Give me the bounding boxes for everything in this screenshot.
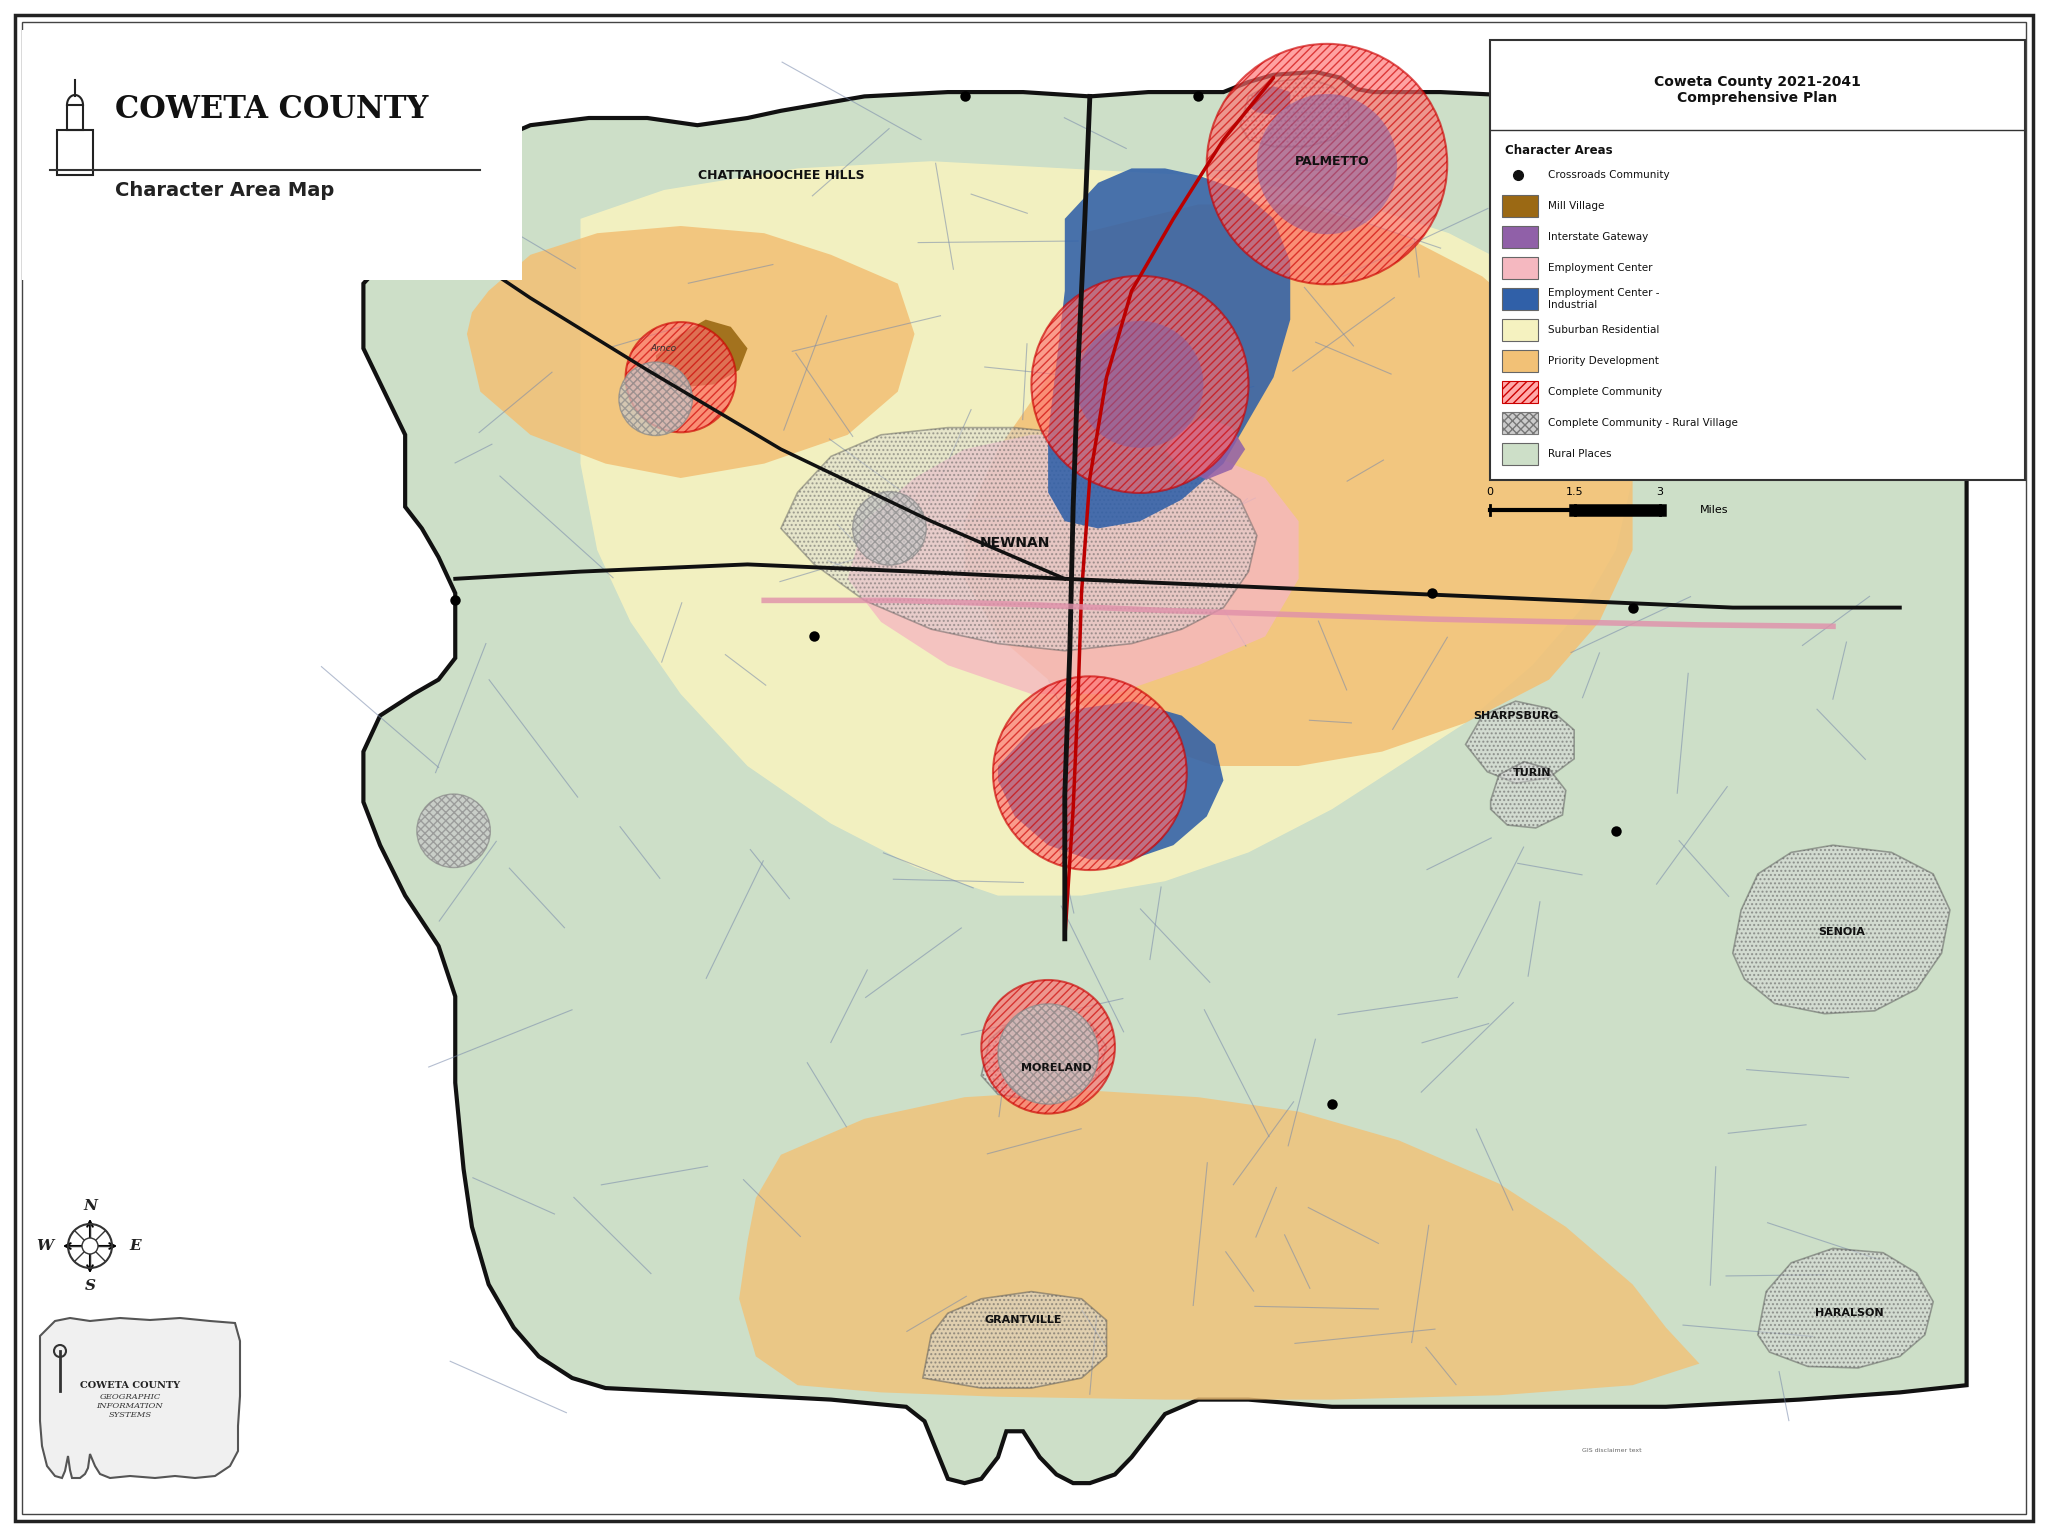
Text: S: S xyxy=(84,1279,96,1293)
Text: Complete Community - Rural Village: Complete Community - Rural Village xyxy=(1548,418,1739,429)
Polygon shape xyxy=(362,72,1966,1484)
Bar xyxy=(23,31,522,280)
Bar xyxy=(1501,442,1538,465)
Polygon shape xyxy=(848,435,1298,694)
Bar xyxy=(57,131,92,175)
Bar xyxy=(1501,412,1538,435)
Text: Arnco: Arnco xyxy=(651,344,678,353)
Polygon shape xyxy=(1491,762,1567,828)
Polygon shape xyxy=(965,204,1632,766)
Text: Employment Center: Employment Center xyxy=(1548,263,1653,273)
Text: Suburban Residential: Suburban Residential xyxy=(1548,326,1659,335)
Text: Interstate Gateway: Interstate Gateway xyxy=(1548,232,1649,243)
Polygon shape xyxy=(422,212,506,276)
Polygon shape xyxy=(467,226,915,478)
Text: Miles: Miles xyxy=(1700,505,1729,515)
Text: Complete Community: Complete Community xyxy=(1548,387,1663,396)
Text: COWETA COUNTY: COWETA COUNTY xyxy=(115,95,428,126)
Polygon shape xyxy=(981,1011,1106,1100)
Text: PALMETTO: PALMETTO xyxy=(1294,155,1370,167)
Polygon shape xyxy=(997,702,1223,860)
Bar xyxy=(1501,289,1538,310)
Circle shape xyxy=(1206,45,1448,284)
Polygon shape xyxy=(1733,845,1950,1014)
Text: Character Area Map: Character Area Map xyxy=(115,181,334,200)
Bar xyxy=(1501,319,1538,341)
Polygon shape xyxy=(580,161,1632,895)
Bar xyxy=(1501,350,1538,372)
Polygon shape xyxy=(1249,86,1290,115)
Text: MORELAND: MORELAND xyxy=(1022,1063,1092,1074)
Text: TURIN: TURIN xyxy=(1513,768,1552,779)
Text: Coweta County 2021-2041
Comprehensive Plan: Coweta County 2021-2041 Comprehensive Pl… xyxy=(1655,75,1862,104)
Bar xyxy=(1491,40,2025,479)
Circle shape xyxy=(618,362,692,436)
Polygon shape xyxy=(1241,78,1350,147)
Bar xyxy=(1501,226,1538,247)
Text: 3: 3 xyxy=(1657,487,1663,498)
Polygon shape xyxy=(1757,1249,1933,1369)
Text: Employment Center -
Industrial: Employment Center - Industrial xyxy=(1548,289,1659,310)
Text: Priority Development: Priority Development xyxy=(1548,356,1659,366)
Text: GEOGRAPHIC
INFORMATION
SYSTEMS: GEOGRAPHIC INFORMATION SYSTEMS xyxy=(96,1393,164,1419)
Text: Character Areas: Character Areas xyxy=(1505,143,1612,157)
Circle shape xyxy=(997,1005,1098,1104)
Polygon shape xyxy=(924,1292,1106,1389)
Circle shape xyxy=(625,323,735,432)
Text: 1.5: 1.5 xyxy=(1567,487,1583,498)
Text: W: W xyxy=(37,1240,53,1253)
Circle shape xyxy=(981,980,1114,1114)
Circle shape xyxy=(993,676,1186,869)
Text: GIS disclaimer text: GIS disclaimer text xyxy=(1583,1447,1642,1453)
Text: Crossroads Community: Crossroads Community xyxy=(1548,170,1669,180)
Circle shape xyxy=(1032,276,1249,493)
Text: CHATTAHOOCHEE HILLS: CHATTAHOOCHEE HILLS xyxy=(698,169,864,183)
Text: HARALSON: HARALSON xyxy=(1815,1309,1884,1318)
Circle shape xyxy=(418,794,489,868)
Bar xyxy=(1501,195,1538,217)
Text: SENOIA: SENOIA xyxy=(1819,926,1866,937)
Text: E: E xyxy=(129,1240,141,1253)
Polygon shape xyxy=(739,1091,1700,1399)
Bar xyxy=(68,104,84,131)
Text: Rural Places: Rural Places xyxy=(1548,449,1612,459)
Polygon shape xyxy=(780,427,1257,651)
Circle shape xyxy=(1077,321,1204,449)
Circle shape xyxy=(852,492,926,565)
Text: N: N xyxy=(84,1200,96,1213)
Text: 0: 0 xyxy=(1487,487,1493,498)
Polygon shape xyxy=(1466,702,1575,783)
Text: COWETA COUNTY: COWETA COUNTY xyxy=(80,1381,180,1390)
Polygon shape xyxy=(655,319,748,387)
Bar xyxy=(1501,381,1538,402)
Text: GRANTVILLE: GRANTVILLE xyxy=(985,1315,1061,1326)
Bar xyxy=(1501,257,1538,280)
Polygon shape xyxy=(41,1318,240,1478)
Circle shape xyxy=(82,1238,98,1253)
Polygon shape xyxy=(1049,169,1290,528)
Text: Mill Village: Mill Village xyxy=(1548,201,1604,210)
Polygon shape xyxy=(1165,418,1245,479)
Circle shape xyxy=(1257,94,1397,233)
Text: NEWNAN: NEWNAN xyxy=(979,536,1051,550)
Text: SHARPSBURG: SHARPSBURG xyxy=(1473,711,1559,720)
